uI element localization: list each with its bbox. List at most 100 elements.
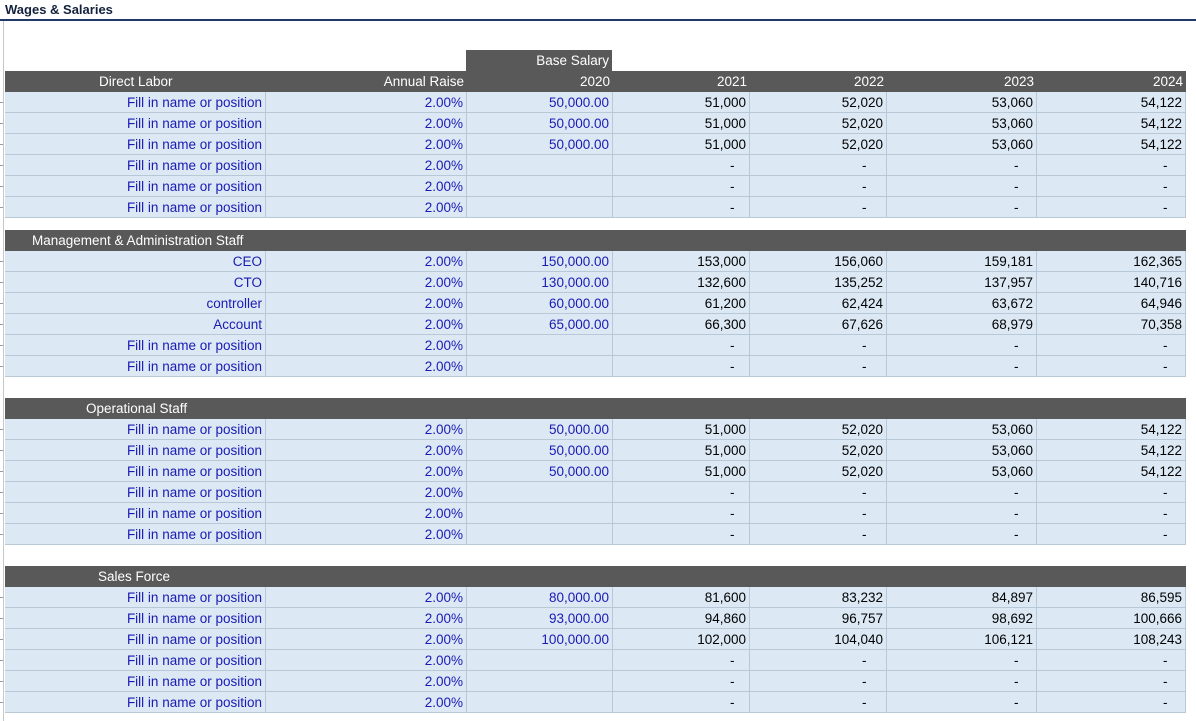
base-salary-cell[interactable]: 80,000.00 (467, 587, 613, 608)
salary-2022-cell[interactable]: 52,020 (750, 92, 887, 113)
salary-2024-cell[interactable]: 54,122 (1037, 461, 1186, 482)
column-header-year[interactable]: 2024 (1152, 74, 1183, 89)
salary-2023-cell[interactable]: 159,181 (887, 251, 1037, 272)
employee-name-cell[interactable]: Fill in name or position (5, 197, 266, 218)
salary-2022-cell[interactable]: 83,232 (750, 587, 887, 608)
employee-name-cell[interactable]: Fill in name or position (5, 671, 266, 692)
salary-2022-cell[interactable]: 156,060 (750, 251, 887, 272)
salary-2021-cell[interactable]: - (613, 524, 750, 545)
salary-2024-cell[interactable]: - (1037, 482, 1186, 503)
salary-2021-cell[interactable]: 94,860 (613, 608, 750, 629)
employee-name-cell[interactable]: Fill in name or position (5, 134, 266, 155)
salary-2024-cell[interactable]: - (1037, 176, 1186, 197)
salary-2024-cell[interactable]: 54,122 (1037, 92, 1186, 113)
base-salary-cell[interactable]: 150,000.00 (467, 251, 613, 272)
employee-name-cell[interactable]: Fill in name or position (5, 482, 266, 503)
salary-2021-cell[interactable]: - (613, 482, 750, 503)
salary-2023-cell[interactable]: 53,060 (887, 440, 1037, 461)
annual-raise-cell[interactable]: 2.00% (266, 197, 467, 218)
salary-2022-cell[interactable]: - (750, 356, 887, 377)
base-salary-cell[interactable]: 130,000.00 (467, 272, 613, 293)
annual-raise-cell[interactable]: 2.00% (266, 650, 467, 671)
base-salary-cell[interactable] (467, 524, 613, 545)
base-salary-cell[interactable] (467, 482, 613, 503)
salary-2024-cell[interactable]: 108,243 (1037, 629, 1186, 650)
annual-raise-cell[interactable]: 2.00% (266, 335, 467, 356)
salary-2022-cell[interactable]: - (750, 503, 887, 524)
salary-2024-cell[interactable]: - (1037, 671, 1186, 692)
salary-2021-cell[interactable]: 61,200 (613, 293, 750, 314)
salary-2024-cell[interactable]: - (1037, 155, 1186, 176)
salary-2024-cell[interactable]: - (1037, 503, 1186, 524)
employee-name-cell[interactable]: Fill in name or position (5, 176, 266, 197)
salary-2023-cell[interactable]: 98,692 (887, 608, 1037, 629)
salary-2021-cell[interactable]: - (613, 335, 750, 356)
salary-2024-cell[interactable]: 54,122 (1037, 440, 1186, 461)
salary-2024-cell[interactable]: - (1037, 197, 1186, 218)
salary-2022-cell[interactable]: 135,252 (750, 272, 887, 293)
salary-2021-cell[interactable]: 51,000 (613, 134, 750, 155)
employee-name-cell[interactable]: Fill in name or position (5, 503, 266, 524)
employee-name-cell[interactable]: Fill in name or position (5, 524, 266, 545)
column-header-annual-raise[interactable]: Annual Raise (383, 74, 464, 89)
salary-2021-cell[interactable]: 132,600 (613, 272, 750, 293)
salary-2021-cell[interactable]: - (613, 503, 750, 524)
base-salary-cell[interactable] (467, 176, 613, 197)
column-header-year[interactable]: 2022 (853, 74, 884, 89)
base-salary-cell[interactable] (467, 692, 613, 713)
salary-2023-cell[interactable]: - (887, 197, 1037, 218)
base-salary-cell[interactable] (467, 356, 613, 377)
employee-name-cell[interactable]: Fill in name or position (5, 692, 266, 713)
salary-2022-cell[interactable]: 52,020 (750, 113, 887, 134)
salary-2022-cell[interactable]: - (750, 482, 887, 503)
salary-2023-cell[interactable]: - (887, 155, 1037, 176)
base-salary-cell[interactable] (467, 503, 613, 524)
column-header-year[interactable]: 2020 (579, 74, 610, 89)
base-salary-cell[interactable]: 50,000.00 (467, 440, 613, 461)
base-salary-cell[interactable]: 65,000.00 (467, 314, 613, 335)
annual-raise-cell[interactable]: 2.00% (266, 671, 467, 692)
salary-2023-cell[interactable]: 106,121 (887, 629, 1037, 650)
salary-2021-cell[interactable]: 102,000 (613, 629, 750, 650)
salary-2024-cell[interactable]: - (1037, 692, 1186, 713)
salary-2023-cell[interactable]: - (887, 176, 1037, 197)
salary-2022-cell[interactable]: - (750, 197, 887, 218)
salary-2023-cell[interactable]: - (887, 482, 1037, 503)
annual-raise-cell[interactable]: 2.00% (266, 92, 467, 113)
base-salary-cell[interactable]: 50,000.00 (467, 134, 613, 155)
employee-name-cell[interactable]: Fill in name or position (5, 113, 266, 134)
salary-2024-cell[interactable]: - (1037, 650, 1186, 671)
salary-2024-cell[interactable]: 162,365 (1037, 251, 1186, 272)
employee-name-cell[interactable]: Fill in name or position (5, 461, 266, 482)
salary-2022-cell[interactable]: - (750, 155, 887, 176)
annual-raise-cell[interactable]: 2.00% (266, 524, 467, 545)
salary-2021-cell[interactable]: - (613, 671, 750, 692)
base-salary-cell[interactable]: 50,000.00 (467, 92, 613, 113)
salary-2024-cell[interactable]: - (1037, 356, 1186, 377)
salary-2021-cell[interactable]: 51,000 (613, 461, 750, 482)
salary-2024-cell[interactable]: 54,122 (1037, 113, 1186, 134)
salary-2022-cell[interactable]: - (750, 335, 887, 356)
salary-2024-cell[interactable]: 140,716 (1037, 272, 1186, 293)
base-salary-cell[interactable] (467, 197, 613, 218)
salary-2023-cell[interactable]: - (887, 692, 1037, 713)
base-salary-cell[interactable]: 93,000.00 (467, 608, 613, 629)
employee-name-cell[interactable]: controller (5, 293, 266, 314)
employee-name-cell[interactable]: Fill in name or position (5, 155, 266, 176)
salary-2023-cell[interactable]: 137,957 (887, 272, 1037, 293)
salary-2023-cell[interactable]: - (887, 335, 1037, 356)
base-salary-cell[interactable] (467, 671, 613, 692)
salary-2021-cell[interactable]: - (613, 356, 750, 377)
annual-raise-cell[interactable]: 2.00% (266, 692, 467, 713)
salary-2021-cell[interactable]: 51,000 (613, 440, 750, 461)
salary-2024-cell[interactable]: 54,122 (1037, 419, 1186, 440)
salary-2023-cell[interactable]: - (887, 650, 1037, 671)
salary-2023-cell[interactable]: 53,060 (887, 419, 1037, 440)
base-salary-cell[interactable] (467, 335, 613, 356)
base-salary-cell[interactable]: 60,000.00 (467, 293, 613, 314)
annual-raise-cell[interactable]: 2.00% (266, 419, 467, 440)
annual-raise-cell[interactable]: 2.00% (266, 503, 467, 524)
salary-2024-cell[interactable]: 54,122 (1037, 134, 1186, 155)
salary-2022-cell[interactable]: - (750, 650, 887, 671)
employee-name-cell[interactable]: Fill in name or position (5, 608, 266, 629)
